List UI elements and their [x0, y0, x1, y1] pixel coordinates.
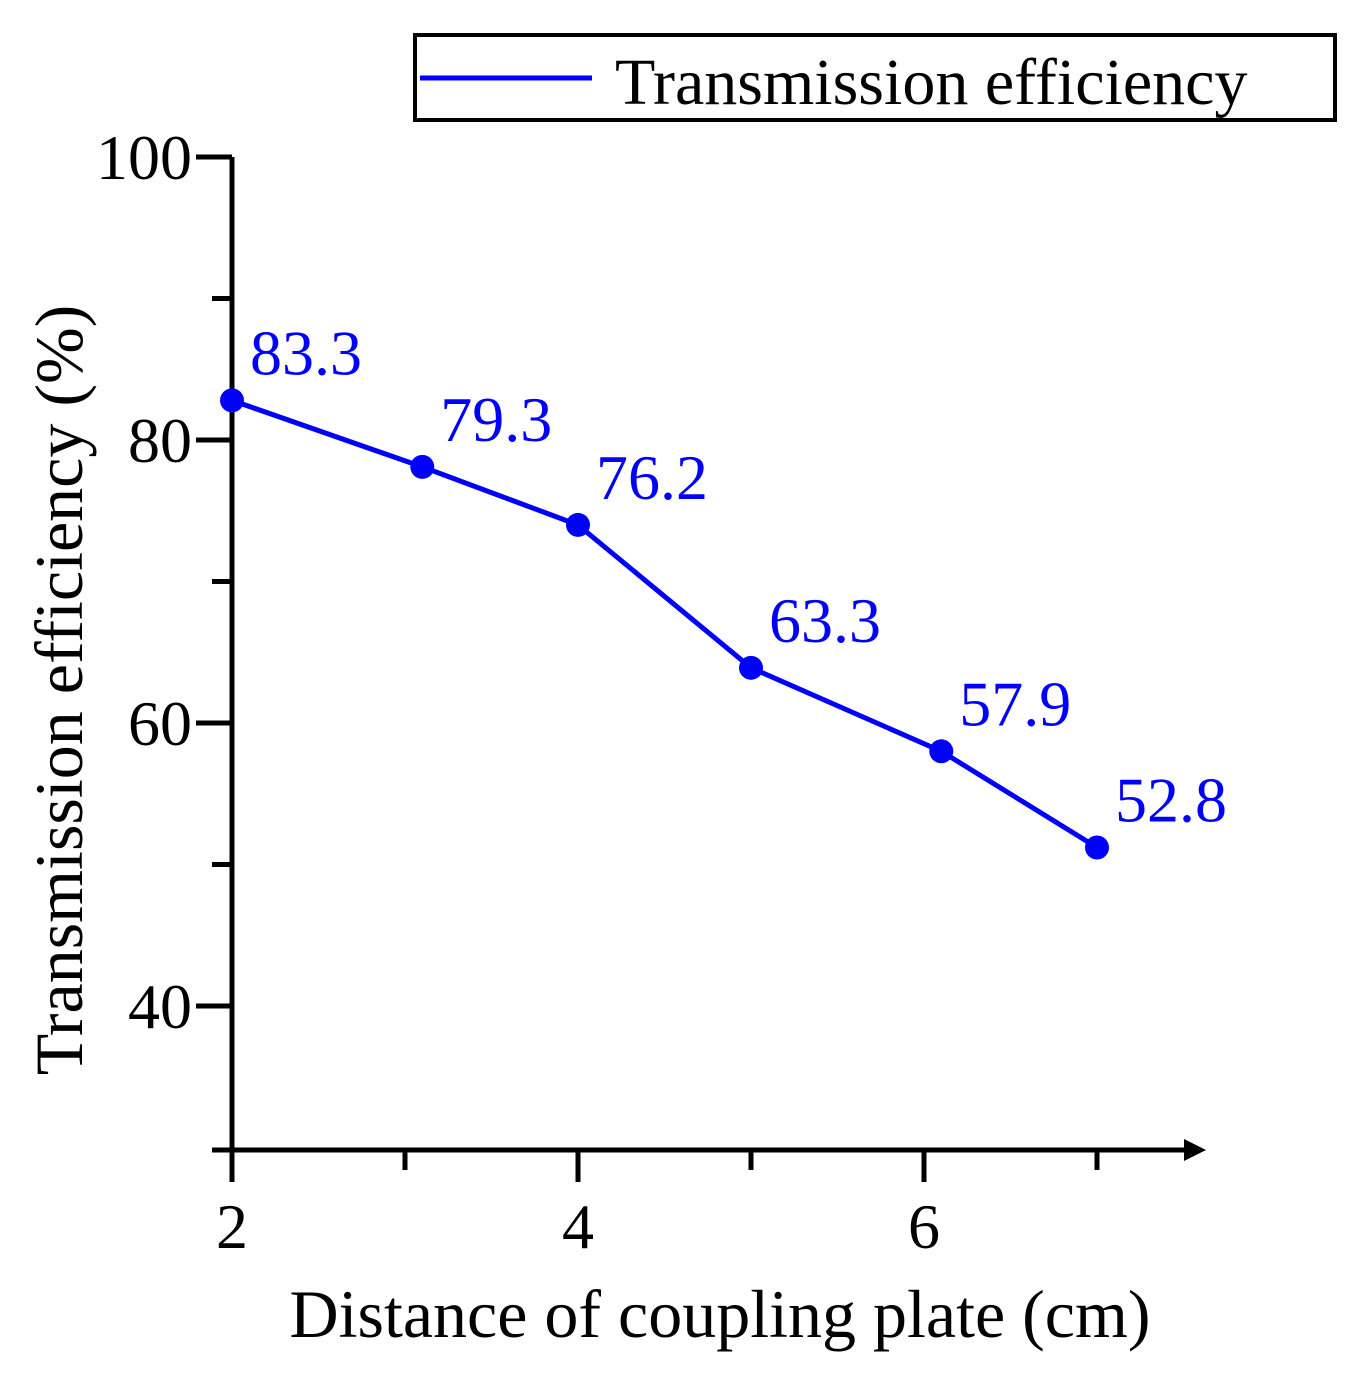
data-label: 83.3 [250, 317, 362, 388]
data-point [739, 655, 763, 680]
x-axis-arrow [1184, 1139, 1206, 1161]
y-tick-label: 80 [128, 405, 192, 476]
y-tick-label: 40 [128, 971, 192, 1042]
data-label: 52.8 [1115, 765, 1227, 836]
y-tick-label: 60 [128, 688, 192, 759]
data-point [929, 739, 954, 764]
axes: 40 60 80 100 2 4 6 [96, 122, 1206, 1262]
x-axis-title: Distance of coupling plate (cm) [289, 1276, 1150, 1352]
data-label: 76.2 [596, 442, 708, 513]
data-label: 57.9 [959, 668, 1071, 739]
data-point [410, 454, 435, 479]
x-tick-label: 4 [562, 1191, 594, 1262]
series-group: 83.3 79.3 76.2 63.3 57.9 52.8 [220, 317, 1227, 860]
data-label: 63.3 [769, 585, 881, 656]
y-tick-label: 100 [96, 122, 192, 193]
x-tick-label: 2 [216, 1191, 248, 1262]
data-label: 79.3 [440, 384, 552, 455]
y-axis-title: Transmission efficiency (%) [21, 305, 97, 1076]
legend: Transmission efficiency [413, 33, 1337, 122]
series-line [231, 398, 1099, 850]
data-point [220, 388, 244, 413]
data-point [1085, 835, 1109, 860]
x-tick-label: 6 [908, 1191, 940, 1262]
data-point [566, 512, 590, 537]
legend-label: Transmission efficiency [615, 46, 1247, 119]
